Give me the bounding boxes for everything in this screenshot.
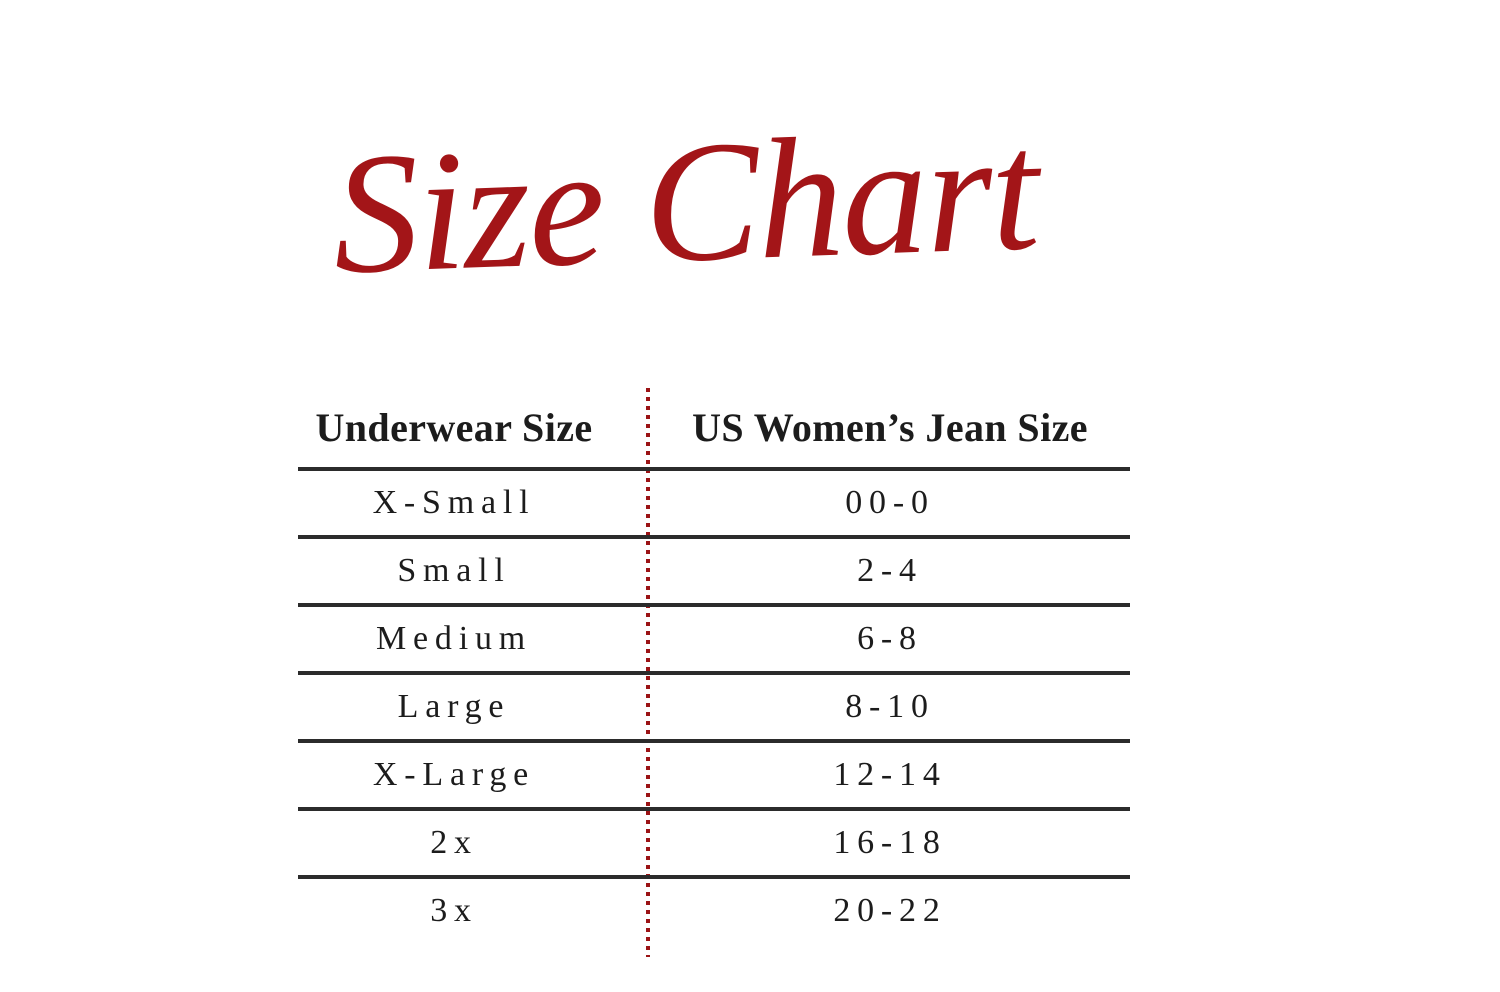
underwear-size-cell: Medium (375, 620, 532, 657)
underwear-size-cell: X-Small (372, 484, 536, 521)
jean-size-cell: 8-10 (845, 688, 935, 725)
underwear-size-cell: Large (397, 688, 511, 725)
column-header-jean-size: US Women’s Jean Size (692, 405, 1088, 450)
table-row: Medium 6-8 (298, 603, 1130, 671)
table-row: X-Large 12-14 (298, 739, 1130, 807)
size-chart-table: Underwear Size US Women’s Jean Size X-Sm… (298, 388, 1130, 957)
table-header-row: Underwear Size US Women’s Jean Size (298, 388, 1130, 467)
jean-size-cell: 2-4 (857, 552, 923, 589)
page-title: Size Chart (329, 95, 1041, 311)
jean-size-cell: 20-22 (833, 892, 947, 929)
column-header-underwear-size: Underwear Size (315, 405, 593, 450)
table-row: X-Small 00-0 (298, 467, 1130, 535)
jean-size-cell: 6-8 (857, 620, 923, 657)
underwear-size-cell: 3x (430, 892, 478, 929)
jean-size-cell: 12-14 (833, 756, 947, 793)
underwear-size-cell: 2x (430, 824, 478, 861)
table-row: 3x 20-22 (298, 875, 1130, 943)
jean-size-cell: 00-0 (845, 484, 935, 521)
jean-size-cell: 16-18 (833, 824, 947, 861)
table-row: Small 2-4 (298, 535, 1130, 603)
underwear-size-cell: X-Large (372, 756, 536, 793)
table-row: Large 8-10 (298, 671, 1130, 739)
table-row: 2x 16-18 (298, 807, 1130, 875)
underwear-size-cell: Small (397, 552, 511, 589)
